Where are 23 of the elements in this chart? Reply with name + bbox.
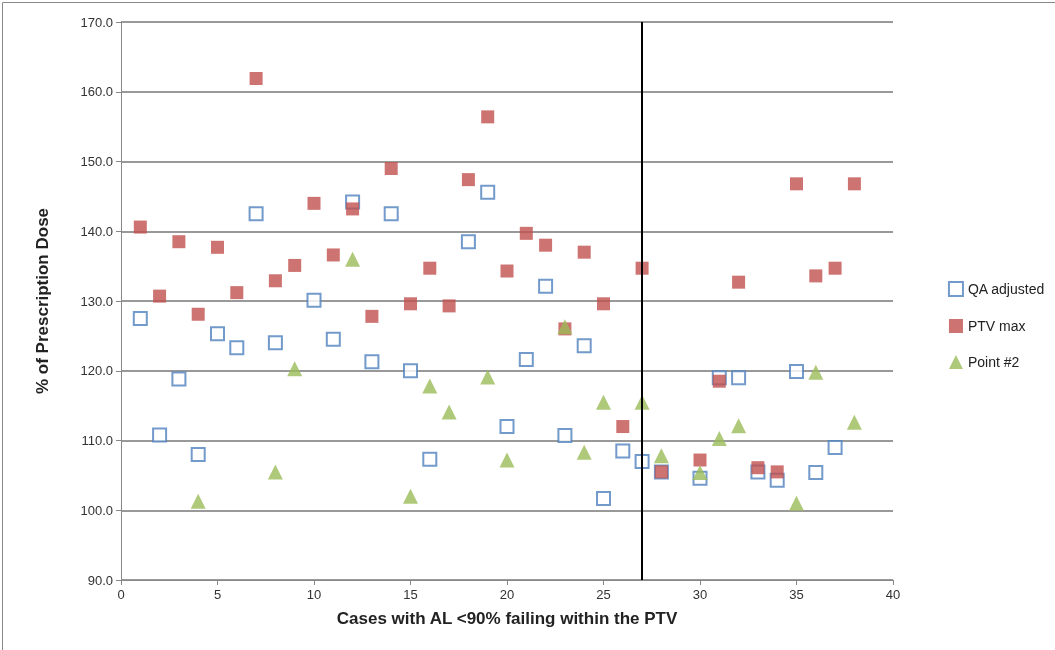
y-tick-label: 100.0 [80,502,113,518]
x-tick-label: 25 [596,587,611,602]
y-axis-title: % of Prescription Dose [33,207,52,395]
x-axis-title: Cases with AL <90% failing within the PTV [336,609,678,628]
x-tick-label: 40 [885,587,901,602]
y-tick-label: 120.0 [80,363,113,379]
y-tick-label: 140.0 [80,223,113,239]
y-tick-label: 150.0 [80,154,113,169]
x-tick-label: 15 [403,587,418,602]
y-tick-label: 110.0 [81,433,113,448]
legend-label: PTV max [967,318,1026,334]
x-tick-label: 30 [692,587,708,602]
y-tick-label: 160.0 [80,84,113,100]
y-tick-label: 130.0 [80,293,113,309]
x-tick-label: 10 [306,587,322,602]
legend-label: Point #2 [967,354,1020,370]
x-tick-label: 35 [789,587,804,602]
x-tick-label: 5 [213,587,222,602]
legend-label: QA adjusted [967,281,1045,297]
x-tick-label: 0 [117,587,125,602]
y-tick-label: 170.0 [80,14,113,30]
y-tick-label: 90.0 [87,572,113,588]
x-tick-label: 20 [499,587,515,602]
